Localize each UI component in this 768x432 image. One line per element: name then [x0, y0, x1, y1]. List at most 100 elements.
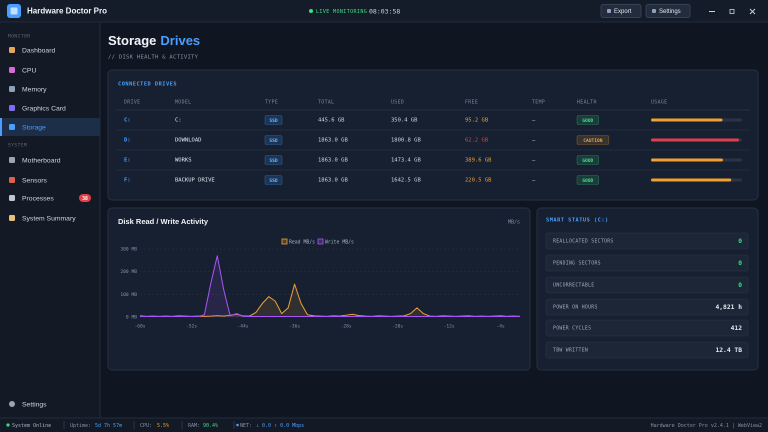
app-logo-inner [10, 7, 18, 15]
x-tick-label: -60s [134, 324, 145, 330]
status-value: 5d 7h 57m [95, 423, 122, 429]
button-icon [607, 9, 611, 13]
nav-item[interactable]: Processes [22, 195, 54, 202]
column-header: MODEL [175, 100, 191, 106]
column-header: DRIVE [124, 100, 140, 106]
x-tick-label: -28s [341, 324, 352, 330]
toolbar-button[interactable] [600, 4, 642, 18]
smart-row [545, 341, 749, 359]
drive-free: 220.5 GB [465, 178, 492, 184]
drives-card [107, 69, 759, 201]
app-version: Hardware Doctor Pro v2.4.1 | WebView2 [651, 423, 762, 429]
nav-item[interactable]: Sensors [22, 177, 48, 184]
nav-icon [9, 105, 15, 111]
nav-active-indicator [0, 118, 2, 136]
drive-total: 1863.0 GB [318, 158, 348, 164]
maximize-button[interactable] [729, 9, 735, 14]
column-header: FREE [465, 100, 478, 106]
top-bar [0, 0, 768, 22]
sidebar-section-title: MONITOR [8, 34, 30, 40]
nav-item[interactable]: Storage [22, 124, 46, 131]
x-tick-label: -20s [392, 324, 403, 330]
health-badge [576, 155, 599, 165]
status-label: RAM: [188, 423, 200, 429]
app-title: Hardware Doctor Pro [27, 7, 107, 16]
smart-label: UNCORRECTABLE [553, 283, 594, 289]
legend-label: Write MB/s [325, 239, 354, 245]
sidebar-section-title: SYSTEM [8, 143, 27, 149]
smart-row [545, 232, 749, 250]
type-badge [264, 155, 283, 165]
nav-item[interactable]: Dashboard [22, 47, 55, 54]
smart-value: 4,821 h [715, 304, 742, 311]
drive-used: 1800.8 GB [391, 138, 421, 144]
drive-model: C: [175, 118, 182, 124]
drive-health: CAUTION [583, 138, 603, 144]
nav-active-bg [0, 118, 100, 136]
button-label: Settings [659, 9, 681, 15]
nav-icon [9, 67, 15, 73]
page-subtitle: // DISK HEALTH & ACTIVITY [108, 55, 199, 61]
drive-model: WORKS [175, 158, 192, 164]
page-title-accent: Drives [160, 33, 200, 48]
x-tick-label: -44s [238, 324, 249, 330]
y-tick-label: 200 MB [120, 269, 137, 275]
drive-used: 350.4 GB [391, 118, 418, 124]
smart-row [545, 298, 749, 316]
y-tick-label: 100 MB [120, 292, 137, 298]
nav-item[interactable]: System Summary [22, 215, 76, 222]
drive-temp: — [532, 158, 536, 164]
clock: 08:03:58 [369, 8, 400, 16]
drive-used: 1642.5 GB [391, 178, 421, 184]
drive-temp: — [532, 118, 536, 124]
smart-row [545, 319, 749, 337]
smart-value: 12.4 TB [715, 347, 742, 354]
live-status: LIVE MONITORING [316, 9, 367, 15]
type-badge [264, 135, 283, 145]
nav-item[interactable]: CPU [22, 67, 36, 74]
live-dot [309, 9, 313, 13]
usage-bar [651, 138, 739, 142]
drive-type: SSD [269, 158, 278, 164]
nav-icon [9, 215, 15, 221]
nav-icon [9, 177, 15, 183]
smart-label: POWER CYCLES [553, 326, 591, 332]
drive-health: GOOD [582, 118, 593, 124]
drive-total: 1863.0 GB [318, 178, 348, 184]
online-dot [6, 423, 10, 427]
nav-item[interactable]: Memory [22, 86, 47, 93]
type-badge [264, 115, 283, 125]
column-header: TOTAL [318, 100, 334, 106]
drive-letter: D: [124, 138, 131, 144]
nav-item[interactable]: Graphics Card [22, 105, 66, 112]
column-header: TYPE [265, 100, 278, 106]
smart-value: 0 [738, 238, 742, 245]
status-online: System Online [12, 423, 51, 429]
type-badge [264, 175, 283, 185]
nav-item[interactable]: Motherboard [22, 157, 61, 164]
usage-bar [651, 178, 732, 182]
drive-letter: F: [124, 178, 131, 184]
status-label: NET: [240, 423, 252, 429]
x-tick-label: -36s [289, 324, 300, 330]
health-badge [576, 175, 599, 185]
status-label: Uptime: [70, 423, 91, 429]
legend-swatch [317, 238, 324, 245]
drive-used: 1473.4 GB [391, 158, 421, 164]
nav-icon [9, 86, 15, 92]
x-tick-label: -12s [444, 324, 455, 330]
nav-item[interactable]: Settings [22, 401, 47, 408]
nav-icon [9, 157, 15, 163]
smart-row [545, 276, 749, 294]
x-tick-label: -52s [186, 324, 197, 330]
y-tick-label: 0 MB [126, 315, 137, 321]
column-header: USAGE [651, 100, 667, 106]
drive-temp: — [532, 138, 536, 144]
drive-free: 95.2 GB [465, 118, 489, 124]
drive-type: SSD [269, 138, 278, 144]
chart-title: Disk Read / Write Activity [118, 217, 209, 226]
drive-letter: C: [124, 118, 131, 124]
toolbar-button[interactable] [645, 4, 691, 18]
close-button[interactable] [749, 8, 756, 15]
drive-temp: — [532, 178, 536, 184]
